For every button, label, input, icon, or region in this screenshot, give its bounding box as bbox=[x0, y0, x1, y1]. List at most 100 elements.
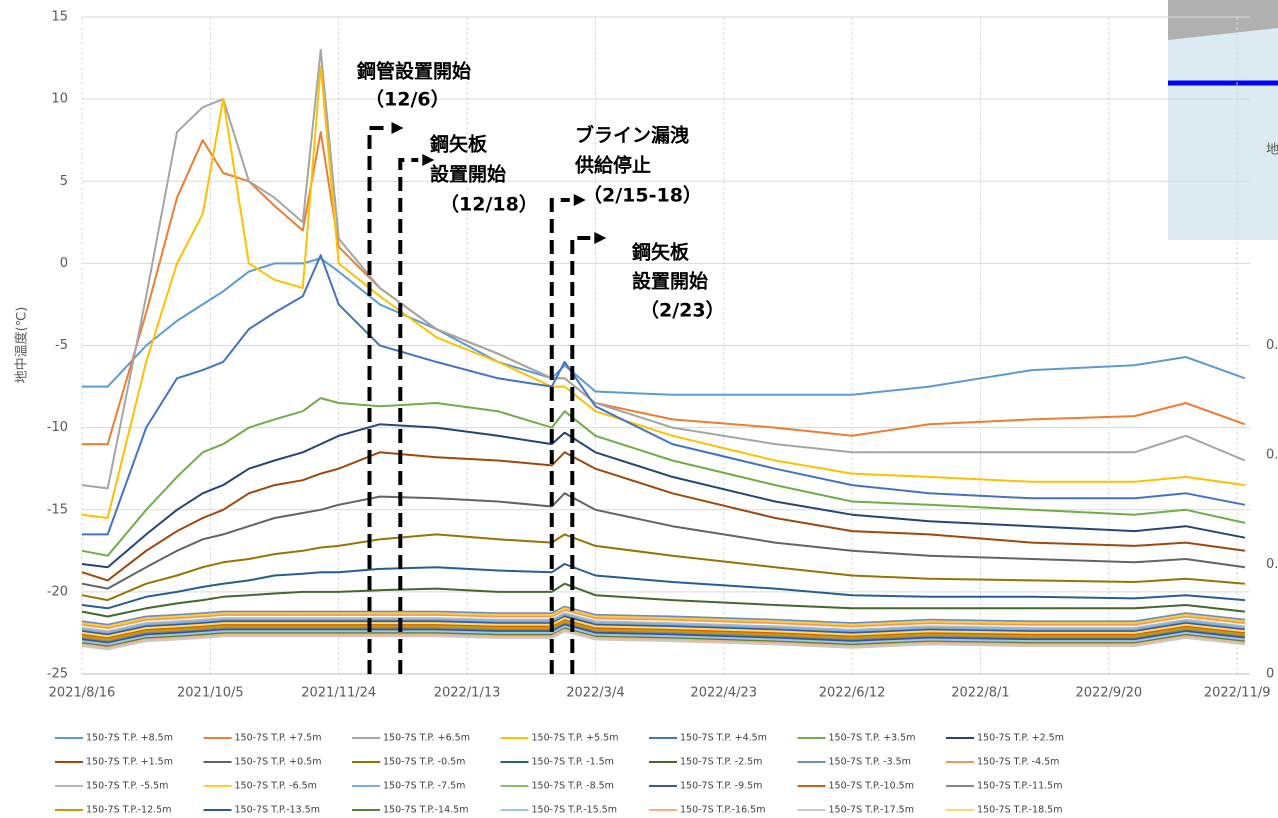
annotation-arrowhead bbox=[422, 154, 435, 166]
y2-tick-label: 0.2 bbox=[1266, 557, 1278, 572]
series-line bbox=[81, 423, 1246, 569]
series-line bbox=[81, 533, 1245, 602]
legend-label: 150-7S T.P. +7.5m bbox=[235, 733, 322, 744]
y2-tick-label: 0.4 bbox=[1266, 448, 1278, 463]
series-line bbox=[81, 563, 1245, 610]
legend-label: 150-7S T.P.-17.5m bbox=[829, 805, 914, 816]
series-line bbox=[81, 612, 1246, 633]
series-line bbox=[82, 254, 1246, 536]
y-tick-label: -20 bbox=[47, 584, 68, 599]
y-axis-title: 地中温度(℃) bbox=[14, 307, 30, 384]
annotation-arrowhead bbox=[594, 232, 607, 244]
annotation-text: （12/18） bbox=[440, 193, 538, 216]
y-tick-label: -10 bbox=[47, 420, 68, 435]
y-tick-label: 15 bbox=[51, 10, 68, 25]
legend-label: 150-7S T.P.-16.5m bbox=[680, 805, 765, 816]
legend-label: 150-7S T.P.-10.5m bbox=[829, 781, 914, 792]
x-tick-label: 2021/11/24 bbox=[301, 686, 376, 701]
legend-label: 150-7S T.P. -6.5m bbox=[235, 781, 317, 792]
legend-label: 150-7S T.P. -8.5m bbox=[532, 781, 614, 792]
x-tick-label: 2022/6/12 bbox=[819, 686, 886, 701]
legend-label: 150-7S T.P. +0.5m bbox=[235, 757, 322, 768]
annotation-text: 鋼矢板 bbox=[429, 133, 488, 156]
series-group bbox=[81, 48, 1246, 651]
annotation-text: （12/6） bbox=[365, 88, 450, 111]
legend-label: 150-7S T.P. +1.5m bbox=[86, 757, 173, 768]
legend-label: 150-7S T.P.-11.5m bbox=[977, 781, 1062, 792]
annotation-text: （2/15-18） bbox=[583, 184, 702, 207]
series-line bbox=[81, 627, 1246, 648]
series-line bbox=[81, 607, 1246, 628]
legend-label: 150-7S T.P. -5.5m bbox=[86, 781, 168, 792]
series-line bbox=[81, 628, 1246, 649]
y2-tick-label: 0 bbox=[1266, 667, 1274, 682]
x-tick-label: 2022/9/20 bbox=[1075, 686, 1142, 701]
x-tick-label: 2021/10/5 bbox=[177, 686, 244, 701]
x-tick-label: 2021/8/16 bbox=[49, 686, 116, 701]
series-line bbox=[81, 492, 1246, 590]
x-tick-label: 2022/3/4 bbox=[566, 686, 624, 701]
legend-label: 150-7S T.P. -3.5m bbox=[829, 757, 911, 768]
legend-label: 150-7S T.P. -2.5m bbox=[680, 757, 762, 768]
legend-label: 150-7S T.P. +8.5m bbox=[86, 733, 173, 744]
annotation-marker bbox=[367, 126, 388, 674]
inset-panel bbox=[1168, 0, 1278, 240]
y-tick-label: 0 bbox=[60, 256, 68, 271]
inset-label: 地 bbox=[1266, 143, 1278, 158]
annotation-arrowhead bbox=[391, 122, 404, 134]
series-line bbox=[81, 630, 1246, 651]
y-tick-label: 5 bbox=[60, 174, 68, 189]
x-tick-label: 2022/4/23 bbox=[690, 686, 757, 701]
annotation-marker bbox=[570, 236, 591, 674]
legend-label: 150-7S T.P. -1.5m bbox=[532, 757, 614, 768]
series-line bbox=[81, 48, 1246, 490]
y2-tick-label: 0.6 bbox=[1266, 338, 1278, 353]
y-tick-label: 10 bbox=[51, 92, 68, 107]
legend-label: 150-7S T.P. -4.5m bbox=[977, 757, 1059, 768]
series-line bbox=[81, 615, 1246, 636]
legend-label: 150-7S T.P. -9.5m bbox=[680, 781, 762, 792]
series-line bbox=[81, 582, 1246, 618]
series-line bbox=[81, 397, 1246, 557]
annotation-text: ブライン漏洩 bbox=[575, 124, 689, 147]
grid bbox=[81, 16, 1250, 675]
annotation-text: 鋼管設置開始 bbox=[356, 60, 471, 83]
series-line bbox=[81, 605, 1246, 626]
annotation-text: 設置開始 bbox=[430, 163, 506, 186]
annotation-arrowhead bbox=[573, 194, 586, 206]
series-line bbox=[81, 620, 1246, 641]
annotation-marker bbox=[549, 198, 570, 674]
series-line bbox=[81, 618, 1246, 639]
legend-label: 150-7S T.P.-18.5m bbox=[977, 805, 1062, 816]
x-tick-label: 2022/11/9 bbox=[1204, 686, 1271, 701]
legend-label: 150-7S T.P.-15.5m bbox=[532, 805, 617, 816]
legend-label: 150-7S T.P. +6.5m bbox=[383, 733, 470, 744]
inset: 地 bbox=[1168, 0, 1278, 240]
series-line bbox=[81, 617, 1246, 638]
series-line bbox=[81, 622, 1246, 643]
x-tick-label: 2022/8/1 bbox=[951, 686, 1009, 701]
series-line bbox=[81, 625, 1246, 646]
series-line bbox=[81, 65, 1246, 519]
legend-label: 150-7S T.P.-14.5m bbox=[383, 805, 468, 816]
legend: 150-7S T.P. +8.5m 150-7S T.P. +7.5m 150-7S… bbox=[55, 733, 1064, 816]
legend-label: 150-7S T.P. +4.5m bbox=[680, 733, 767, 744]
legend-label: 150-7S T.P.-13.5m bbox=[235, 805, 320, 816]
y-tick-label: -15 bbox=[47, 502, 68, 517]
legend-label: 150-7S T.P.-12.5m bbox=[86, 805, 171, 816]
inset-shape bbox=[1168, 0, 1278, 40]
legend-label: 150-7S T.P. +2.5m bbox=[977, 733, 1064, 744]
annotation-text: 鋼矢板 bbox=[631, 241, 690, 264]
x-tick-label: 2022/1/13 bbox=[434, 686, 501, 701]
series-line bbox=[81, 613, 1246, 634]
y-tick-label: -25 bbox=[47, 667, 68, 682]
annotation-text: 供給停止 bbox=[574, 154, 651, 177]
legend-label: 150-7S T.P. -0.5m bbox=[383, 757, 465, 768]
annotation-text: 設置開始 bbox=[632, 270, 708, 293]
legend-label: 150-7S T.P. -7.5m bbox=[383, 781, 465, 792]
legend-label: 150-7S T.P. +5.5m bbox=[532, 733, 619, 744]
annotation-text: （2/23） bbox=[640, 299, 725, 322]
series-line bbox=[81, 451, 1246, 582]
legend-label: 150-7S T.P. +3.5m bbox=[829, 733, 916, 744]
